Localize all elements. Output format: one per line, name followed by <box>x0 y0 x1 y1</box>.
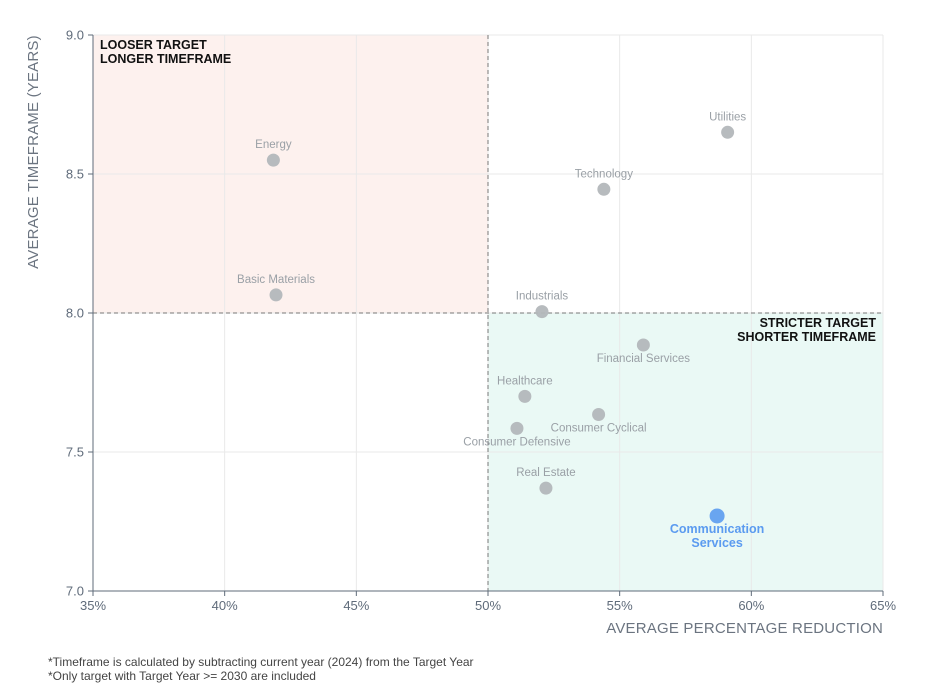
quadrant-label-strict-short: STRICTER TARGET <box>760 316 877 330</box>
x-tick-label: 60% <box>738 598 764 613</box>
reference-lines <box>93 35 883 591</box>
data-points <box>266 125 735 524</box>
x-tick-label: 45% <box>343 598 369 613</box>
point-label: Technology <box>575 168 633 180</box>
point-label: Consumer Cyclical <box>551 422 647 434</box>
x-tick-label: 40% <box>212 598 238 613</box>
footnote-target-year: *Only target with Target Year >= 2030 ar… <box>48 669 316 683</box>
y-axis-title: AVERAGE TIMEFRAME (YEARS) <box>25 35 42 269</box>
y-tick-label: 7.5 <box>66 445 84 460</box>
scatter-chart: 35% 40% 45% 50% 55% 60% 65% 7.0 7.5 8.0 8.5 9.0 LO… <box>25 28 896 638</box>
point-label: Real Estate <box>516 467 575 479</box>
x-tick-label: 55% <box>607 598 633 613</box>
point-label: Healthcare <box>497 375 553 387</box>
y-tick-label: 7.0 <box>66 584 84 599</box>
data-point <box>721 125 735 139</box>
point-label: Financial Services <box>597 353 691 365</box>
y-tick-label: 8.0 <box>66 306 84 321</box>
footnotes: *Timeframe is calculated by subtracting … <box>48 655 474 683</box>
point-label: Energy <box>255 139 292 151</box>
point-label: Utilities <box>709 111 746 123</box>
quadrant-label-loose-long: LONGER TIMEFRAME <box>100 52 231 66</box>
data-point <box>266 153 280 167</box>
data-point <box>535 305 549 319</box>
quadrant-label-loose-long: LOOSER TARGET <box>100 38 207 52</box>
data-point <box>269 288 283 302</box>
data-point <box>592 407 606 421</box>
data-point <box>709 508 725 524</box>
data-point <box>597 182 611 196</box>
point-label: Industrials <box>516 291 569 303</box>
quadrant-label-strict-short: SHORTER TIMEFRAME <box>737 330 876 344</box>
x-tick-label: 65% <box>870 598 896 613</box>
x-tick-label: 50% <box>475 598 501 613</box>
point-label: Services <box>691 536 742 550</box>
point-labels: Utilities Energy Technology Basic Materials… <box>237 111 764 550</box>
data-point <box>539 481 553 495</box>
point-label: Basic Materials <box>237 274 315 286</box>
point-label: Consumer Defensive <box>463 436 570 448</box>
y-tick-labels: 7.0 7.5 8.0 8.5 9.0 <box>66 28 93 599</box>
footnote-timeframe: *Timeframe is calculated by subtracting … <box>48 655 474 669</box>
x-tick-label: 35% <box>80 598 106 613</box>
data-point <box>518 389 532 403</box>
data-point <box>636 338 650 352</box>
y-tick-label: 9.0 <box>66 28 84 43</box>
x-tick-labels: 35% 40% 45% 50% 55% 60% 65% <box>80 591 896 613</box>
data-point <box>510 421 524 435</box>
y-tick-label: 8.5 <box>66 167 84 182</box>
point-label: Communication <box>670 522 764 536</box>
x-axis-title: AVERAGE PERCENTAGE REDUCTION <box>606 620 883 637</box>
